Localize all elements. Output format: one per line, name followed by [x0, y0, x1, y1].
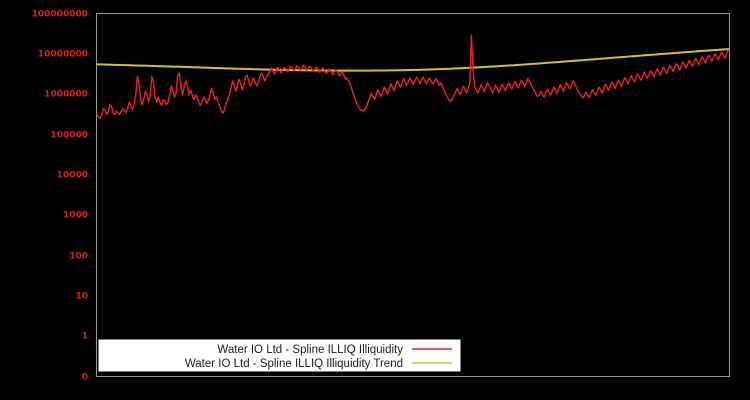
y-tick-label: 0: [82, 373, 88, 383]
y-axis-tick-labels: 1000000001000000010000001000001000010001…: [32, 10, 88, 383]
y-tick-label: 1: [82, 332, 88, 342]
data-series-group: [96, 34, 729, 120]
legend-background: [98, 339, 461, 372]
y-tick-label: 10000000: [38, 50, 88, 60]
chart-legend[interactable]: Water IO Ltd - Spline ILLIQ Illiquidity W…: [98, 339, 461, 372]
y-tick-label: 1000000: [44, 90, 88, 100]
illiquidity-line: [96, 34, 729, 120]
y-tick-label: 100000: [50, 131, 88, 141]
legend-label[interactable]: Water IO Ltd - Spline ILLIQ Illiquidity …: [185, 358, 403, 370]
y-tick-label: 100000000: [32, 10, 88, 20]
legend-label[interactable]: Water IO Ltd - Spline ILLIQ Illiquidity: [217, 344, 403, 356]
y-tick-label: 1000: [63, 211, 88, 221]
plot-area-frame: [96, 13, 730, 377]
y-tick-label: 10: [75, 292, 88, 302]
y-tick-label: 10000: [57, 171, 88, 181]
y-tick-label: 100: [69, 252, 88, 262]
trend-line: [96, 48, 729, 72]
